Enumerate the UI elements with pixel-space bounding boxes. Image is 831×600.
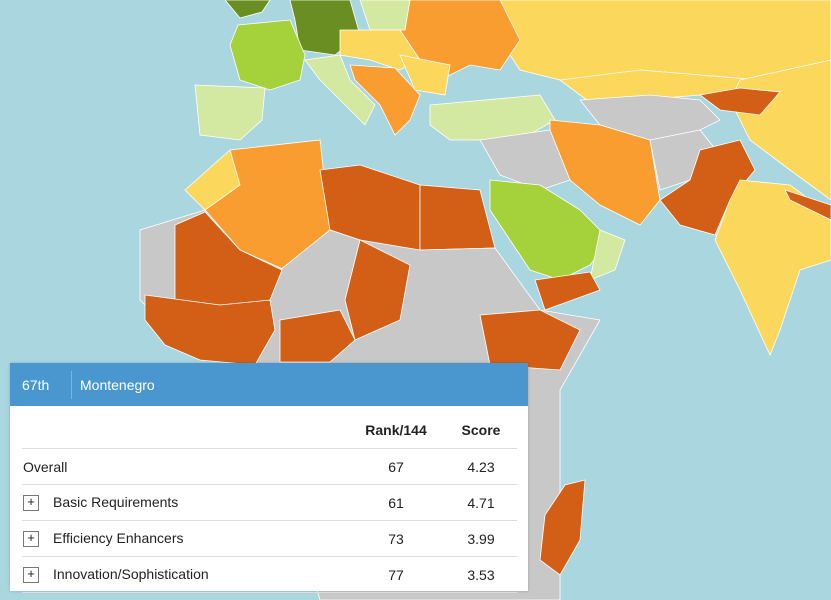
country-ethiopia[interactable] (479, 309, 581, 371)
country-chad[interactable] (344, 239, 411, 341)
table-row-efficiency-enhancers: + Efficiency Enhancers 73 3.99 (22, 520, 517, 557)
row-label: Efficiency Enhancers (53, 529, 184, 546)
row-score: 3.53 (445, 556, 517, 593)
country-balkans[interactable] (349, 64, 421, 136)
row-rank: 77 (347, 556, 445, 593)
column-label (22, 412, 347, 449)
country-iraq-syria[interactable] (479, 129, 571, 191)
expand-icon[interactable]: + (23, 531, 39, 548)
popup-header: 67th Montenegro (10, 363, 528, 406)
country-west-africa[interactable] (144, 294, 276, 366)
overall-rank: 67th (10, 370, 72, 399)
row-score: 4.71 (445, 484, 517, 521)
country-romania[interactable] (399, 54, 451, 96)
row-rank: 67 (347, 448, 445, 485)
country-spain[interactable] (194, 84, 266, 141)
country-yemen[interactable] (534, 271, 601, 311)
country-tajikistan[interactable] (699, 87, 781, 116)
country-algeria[interactable] (204, 139, 331, 271)
country-nepal-bangladesh[interactable] (784, 189, 831, 221)
table-row-overall: Overall 67 4.23 (22, 448, 517, 485)
row-rank: 73 (347, 520, 445, 557)
row-label: Overall (22, 448, 347, 485)
country-saudi-arabia[interactable] (489, 179, 611, 281)
table-row-innovation: + Innovation/Sophistication 77 3.53 (22, 556, 517, 593)
country-belarus[interactable] (359, 0, 411, 31)
table-row-basic-requirements: + Basic Requirements 61 4.71 (22, 484, 517, 521)
column-score: Score (445, 412, 517, 449)
row-score: 4.23 (445, 448, 517, 485)
country-madagascar[interactable] (539, 479, 586, 576)
table-header: Rank/144 Score (22, 412, 517, 449)
country-oman[interactable] (589, 229, 626, 281)
score-table: Rank/144 Score Overall 67 4.23 + Basic Re… (22, 412, 517, 593)
row-label: Basic Requirements (53, 493, 179, 510)
country-uk[interactable] (224, 0, 271, 19)
column-rank: Rank/144 (347, 412, 445, 449)
country-name: Montenegro (80, 376, 155, 393)
row-label: Innovation/Sophistication (53, 565, 209, 582)
country-info-popup: 67th Montenegro Rank/144 Score Overall 6… (10, 363, 528, 593)
country-pakistan[interactable] (659, 139, 756, 236)
row-score: 3.99 (445, 520, 517, 557)
country-italy[interactable] (304, 54, 376, 126)
country-nigeria[interactable] (279, 309, 356, 363)
expand-icon[interactable]: + (23, 495, 39, 512)
country-france[interactable] (229, 19, 306, 91)
country-central-europe[interactable] (339, 29, 421, 71)
expand-icon[interactable]: + (23, 567, 39, 584)
row-rank: 61 (347, 484, 445, 521)
country-egypt[interactable] (419, 184, 496, 251)
